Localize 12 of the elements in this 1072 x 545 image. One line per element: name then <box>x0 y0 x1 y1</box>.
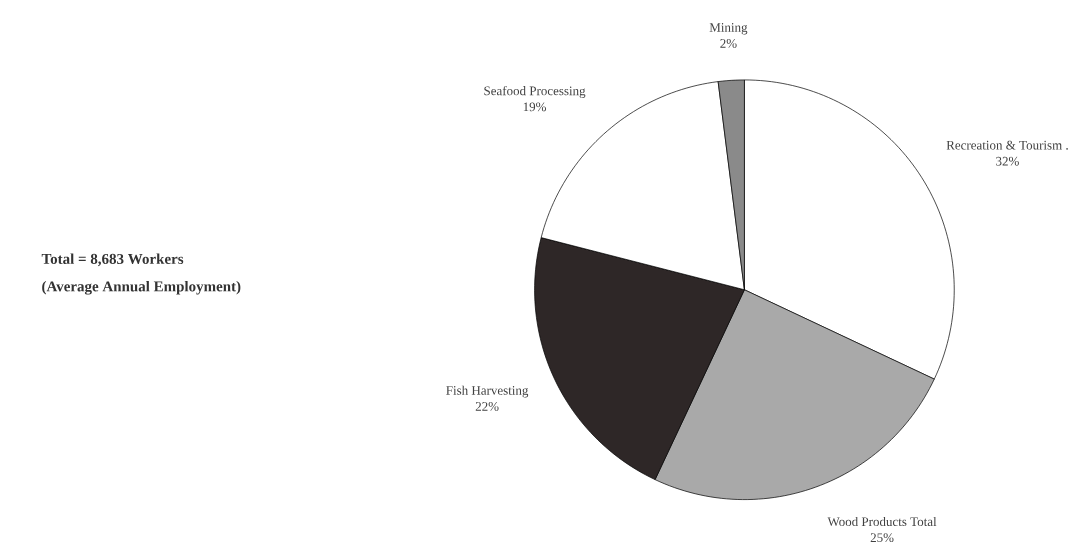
slice-label: Fish Harvesting <box>446 385 529 398</box>
data-label: 32% <box>996 156 1019 166</box>
data-label: 2% <box>720 38 737 48</box>
slice-label: Wood Products Total <box>827 516 937 526</box>
data-label: 22% <box>475 401 499 411</box>
slice-label: Seafood Processing <box>484 85 586 98</box>
data-label: 19% <box>523 102 547 112</box>
text: Total = 8,683 Workers <box>41 253 184 266</box>
slice-label: Mining <box>709 22 748 35</box>
data-label: 25% <box>870 533 894 542</box>
text: (Average Annual Employment) <box>42 280 241 295</box>
slice-label: Recreation & Tourism . <box>946 140 1068 150</box>
